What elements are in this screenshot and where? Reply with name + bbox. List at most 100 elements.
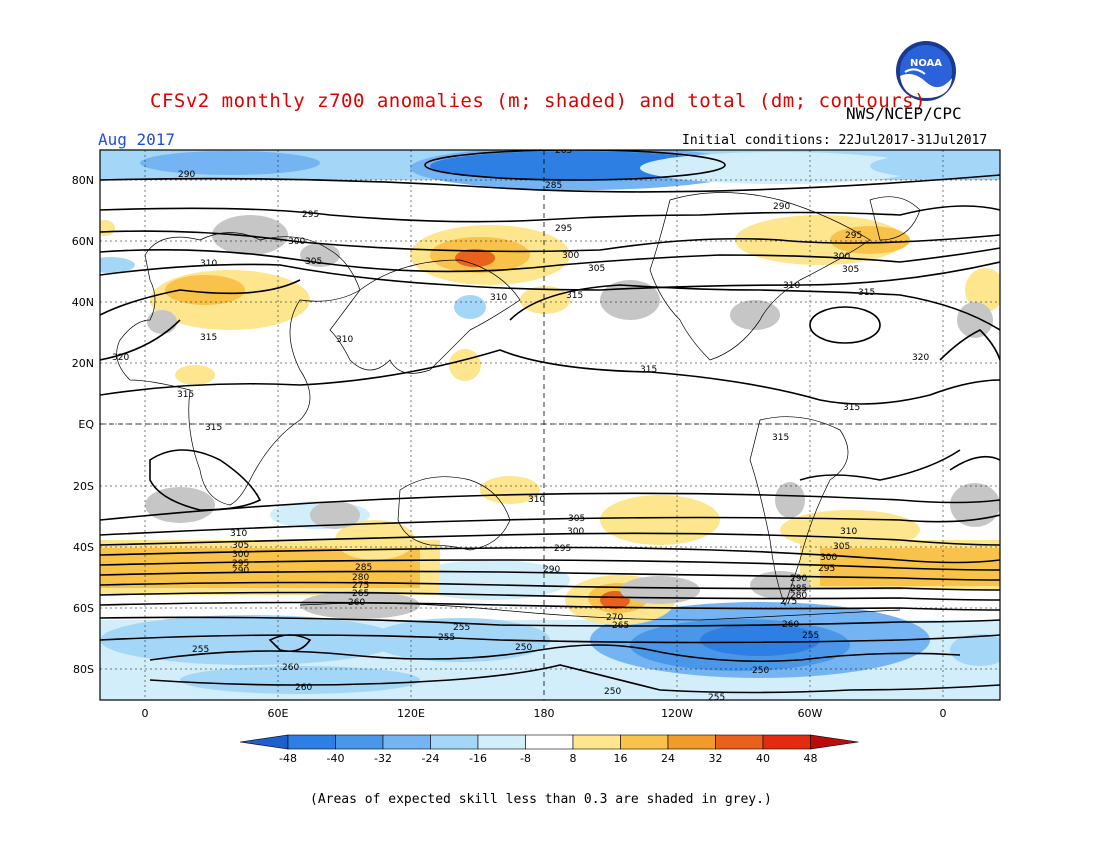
contour-label: 285: [355, 563, 372, 573]
contour-label: 305: [568, 514, 585, 524]
contour-label: 295: [232, 559, 249, 569]
lat-label: 40S: [73, 541, 94, 554]
lat-label: EQ: [78, 418, 94, 431]
contour-label: 300: [833, 252, 850, 262]
agency-label: NWS/NCEP/CPC: [846, 104, 962, 123]
contour-label: 295: [845, 231, 862, 241]
contour-label: 315: [843, 403, 860, 413]
footnote: (Areas of expected skill less than 0.3 a…: [310, 792, 772, 807]
contour-label: 300: [232, 550, 249, 560]
lon-label: 0: [940, 707, 947, 720]
contour-label: 310: [200, 259, 217, 269]
contour-label: 295: [555, 224, 572, 234]
contour-label: 300: [288, 237, 305, 247]
colorbar: -48 -40 -32 -24 -16 -8 8 16 24 32 40 48: [239, 734, 859, 765]
contour-label: 290: [543, 565, 560, 575]
contour-label: 305: [833, 542, 850, 552]
colorbar-label: 8: [570, 752, 577, 765]
lat-label: 80N: [72, 174, 94, 187]
contour-label: 315: [566, 291, 583, 301]
colorbar-label: 32: [709, 752, 723, 765]
colorbar-arrow-left: [239, 734, 289, 750]
colorbar-label: 24: [661, 752, 675, 765]
colorbar-swatch: [335, 734, 384, 750]
contour-label: 295: [554, 544, 571, 554]
colorbar-swatch: [525, 734, 574, 750]
colorbar-swatch: [382, 734, 431, 750]
initial-conditions: Initial conditions: 22Jul2017-31Jul2017: [682, 133, 988, 148]
colorbar-swatch: [287, 734, 336, 750]
lon-label: 0: [142, 707, 149, 720]
lon-label: 120E: [397, 707, 425, 720]
contour-label: 250: [515, 643, 532, 653]
contour-label: 310: [230, 529, 247, 539]
lat-label: 80S: [73, 663, 94, 676]
contour-label: 260: [782, 620, 799, 630]
lon-label: 60W: [798, 707, 823, 720]
contour-label: 280: [352, 573, 369, 583]
contour-label: 290: [773, 202, 790, 212]
lat-label: 60N: [72, 235, 94, 248]
contour-label: 300: [562, 251, 579, 261]
contour-label: 320: [912, 353, 929, 363]
contour-label: 265: [352, 589, 369, 599]
contour-label: 250: [752, 666, 769, 676]
lon-label: 60E: [268, 707, 289, 720]
positive-anomaly-shading: [100, 215, 1000, 625]
contour-label: 305: [588, 264, 605, 274]
contour-label: 255: [192, 645, 209, 655]
contour-label: 285: [545, 181, 562, 191]
colorbar-label: 48: [804, 752, 818, 765]
contour-label: 300: [567, 527, 584, 537]
contour-label: 310: [336, 335, 353, 345]
colorbar-label: -24: [422, 752, 440, 765]
low-skill-grey-areas: [145, 215, 1000, 619]
contour-label: 250: [604, 687, 621, 697]
lon-label: 120W: [661, 707, 693, 720]
contour-label: 315: [205, 423, 222, 433]
contour-label: 305: [305, 257, 322, 267]
forecast-month: Aug 2017: [98, 130, 176, 149]
negative-anomaly-shading: [100, 150, 1000, 700]
colorbar-label: -16: [469, 752, 487, 765]
contour-label: 315: [772, 433, 789, 443]
contour-label: 255: [438, 633, 455, 643]
contour-labels: 265 285 290 295 300 305 310 295 300 305 …: [112, 150, 929, 703]
contour-label: 255: [708, 693, 725, 703]
lat-label: 40N: [72, 296, 94, 309]
contour-label: 310: [490, 293, 507, 303]
contour-label: 285: [790, 584, 807, 594]
lat-label: 20N: [72, 357, 94, 370]
contour-label: 310: [783, 281, 800, 291]
contour-label: 260: [282, 663, 299, 673]
height-contours: [100, 150, 1000, 694]
contour-label: 310: [528, 495, 545, 505]
colorbar-label: -32: [374, 752, 392, 765]
colorbar-swatch: [762, 734, 811, 750]
colorbar-label: -48: [279, 752, 297, 765]
contour-label: 290: [178, 170, 195, 180]
contour-label: 265: [612, 621, 629, 631]
contour-label: 300: [820, 553, 837, 563]
lat-label: 20S: [73, 480, 94, 493]
contour-label: 290: [232, 566, 249, 576]
contour-label: 315: [200, 333, 217, 343]
contour-label: 290: [790, 574, 807, 584]
colorbar-swatch: [430, 734, 479, 750]
colorbar-label: 40: [756, 752, 770, 765]
lon-label: 180: [534, 707, 555, 720]
colorbar-label: -8: [520, 752, 531, 765]
contour-label: 315: [858, 288, 875, 298]
contour-label: 275: [780, 597, 797, 607]
contour-label: 260: [295, 683, 312, 693]
contour-label: 255: [453, 623, 470, 633]
colorbar-swatch: [667, 734, 716, 750]
lat-label: 60S: [73, 602, 94, 615]
contour-label: 270: [606, 613, 623, 623]
contour-label: 260: [348, 598, 365, 608]
colorbar-swatch: [620, 734, 669, 750]
contour-label: 320: [112, 353, 129, 363]
map-frame: [99, 149, 1001, 701]
chart-title: CFSv2 monthly z700 anomalies (m; shaded)…: [150, 90, 927, 112]
